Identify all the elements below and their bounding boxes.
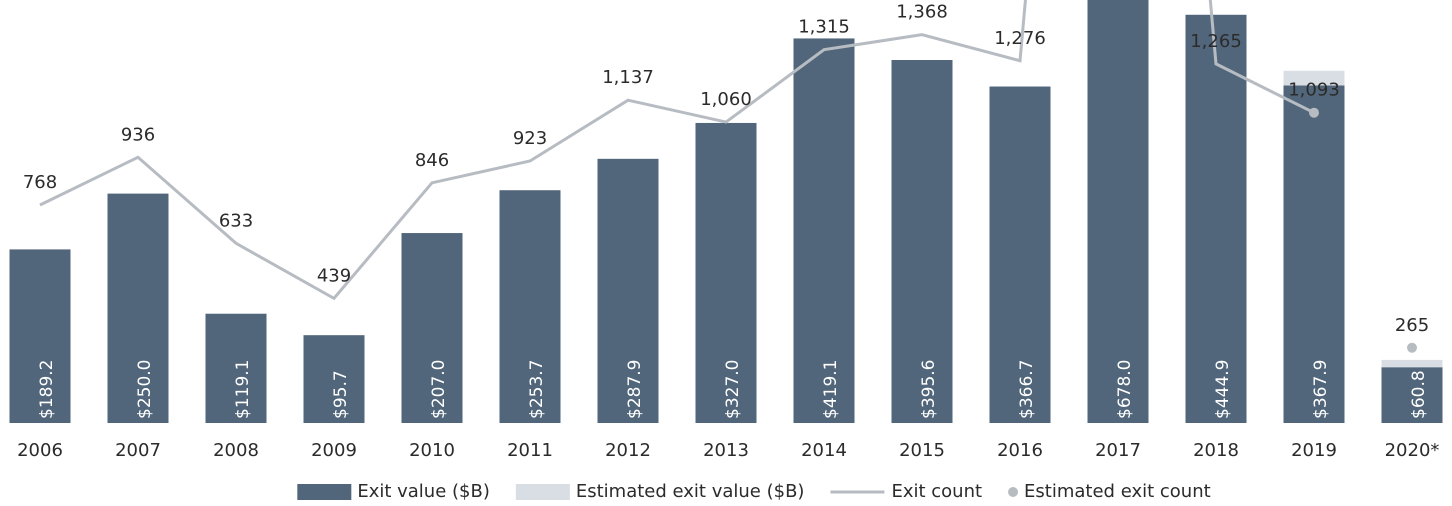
legend-label: Estimated exit count	[1024, 481, 1211, 502]
x-tick-label: 2014	[801, 440, 847, 461]
bar-value-label: $444.9	[1213, 360, 1233, 419]
bar	[891, 60, 953, 424]
bar-value-label: $366.7	[1017, 360, 1037, 419]
bar-value-label: $207.0	[429, 360, 449, 419]
x-tick-label: 2010	[409, 440, 455, 461]
count-label: 1,060	[700, 89, 752, 110]
bar	[1283, 70, 1345, 86]
bar-value-label: $253.7	[527, 360, 547, 419]
x-tick-label: 2006	[17, 440, 63, 461]
bar	[1283, 85, 1345, 423]
x-tick-label: 2019	[1291, 440, 1337, 461]
x-tick-label: 2011	[507, 440, 553, 461]
bar-value-label: $327.0	[723, 360, 743, 419]
count-label: 1,315	[798, 17, 850, 38]
count-label: 265	[1395, 315, 1429, 336]
bar	[793, 38, 855, 424]
x-tick-label: 2016	[997, 440, 1043, 461]
bar-value-label: $60.8	[1409, 370, 1429, 419]
x-tick-label: 2020*	[1385, 440, 1440, 461]
count-label: 768	[23, 172, 57, 193]
dot	[1309, 107, 1319, 118]
bar	[1381, 367, 1443, 423]
bar-value-label: $419.1	[821, 360, 841, 419]
legend-swatch	[297, 484, 352, 500]
bar	[401, 233, 463, 423]
legend-label: Exit count	[891, 481, 982, 502]
x-tick-label: 2008	[213, 440, 259, 461]
legend-label: Estimated exit value ($B)	[576, 481, 805, 502]
x-tick-label: 2007	[115, 440, 161, 461]
bar	[695, 122, 757, 424]
bar	[597, 158, 659, 423]
count-label: 1,368	[896, 2, 948, 23]
bar	[1185, 14, 1247, 423]
bar-value-label: $119.1	[233, 360, 253, 419]
bar-value-label: $250.0	[135, 360, 155, 419]
legend-swatch	[1008, 487, 1019, 497]
bar	[1381, 359, 1443, 368]
bar-value-label: $287.9	[625, 360, 645, 419]
x-tick-label: 2017	[1095, 440, 1141, 461]
x-tick-label: 2013	[703, 440, 749, 461]
dot	[1407, 342, 1417, 353]
bar-value-label: $678.0	[1115, 360, 1135, 419]
legend-label: Exit value ($B)	[357, 481, 490, 502]
count-label: 846	[415, 150, 449, 171]
count-label: 439	[317, 265, 351, 286]
count-label: 936	[121, 124, 155, 145]
count-label: 1,093	[1288, 80, 1340, 101]
legend: Exit value ($B) Estimated exit value ($B)…	[297, 481, 1211, 502]
x-tick-label: 2012	[605, 440, 651, 461]
bar	[989, 86, 1051, 423]
bar	[205, 313, 267, 423]
count-label: 923	[513, 128, 547, 149]
bar	[1087, 0, 1149, 423]
x-tick-label: 2015	[899, 440, 945, 461]
bar-value-label: $367.9	[1311, 360, 1331, 419]
count-label: 1,137	[602, 67, 654, 88]
x-tick-label: 2009	[311, 440, 357, 461]
bar-value-label: $189.2	[37, 360, 57, 419]
bar	[9, 249, 71, 423]
count-label: 633	[219, 210, 253, 231]
bar	[499, 190, 561, 423]
bar	[107, 193, 169, 423]
count-label: 1,265	[1190, 31, 1242, 52]
bar-value-label: $95.7	[331, 370, 351, 419]
bar-value-label: $395.6	[919, 360, 939, 419]
line	[39, 0, 1315, 301]
bar	[303, 335, 365, 423]
x-tick-label: 2018	[1193, 440, 1239, 461]
legend-swatch	[515, 484, 570, 500]
count-label: 1,276	[994, 28, 1046, 49]
